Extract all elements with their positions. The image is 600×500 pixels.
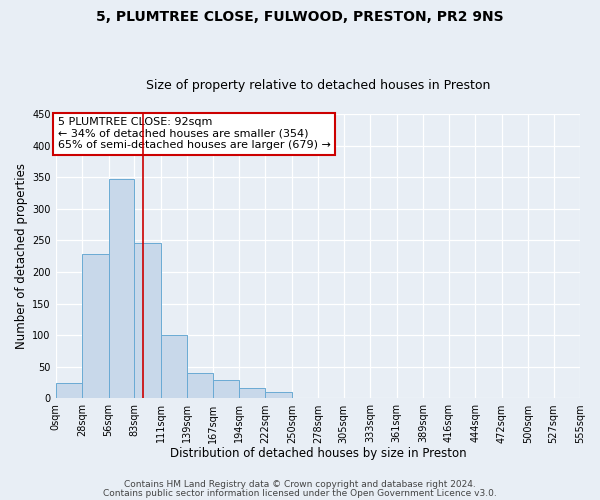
Title: Size of property relative to detached houses in Preston: Size of property relative to detached ho… (146, 79, 490, 92)
Bar (214, 380, 239, 398)
Bar (134, 243, 161, 398)
Text: 5, PLUMTREE CLOSE, FULWOOD, PRESTON, PR2 9NS: 5, PLUMTREE CLOSE, FULWOOD, PRESTON, PR2… (96, 10, 504, 24)
Bar (239, 388, 265, 398)
Bar (265, 392, 292, 398)
Bar (109, 179, 134, 398)
Text: Contains public sector information licensed under the Open Government Licence v3: Contains public sector information licen… (103, 488, 497, 498)
Text: 5 PLUMTREE CLOSE: 92sqm
← 34% of detached houses are smaller (354)
65% of semi-d: 5 PLUMTREE CLOSE: 92sqm ← 34% of detache… (58, 117, 331, 150)
Bar (187, 373, 214, 398)
X-axis label: Distribution of detached houses by size in Preston: Distribution of detached houses by size … (170, 447, 466, 460)
Bar (82, 254, 109, 398)
Bar (56, 382, 82, 398)
Bar (161, 334, 187, 398)
Text: Contains HM Land Registry data © Crown copyright and database right 2024.: Contains HM Land Registry data © Crown c… (124, 480, 476, 489)
Y-axis label: Number of detached properties: Number of detached properties (15, 163, 28, 349)
